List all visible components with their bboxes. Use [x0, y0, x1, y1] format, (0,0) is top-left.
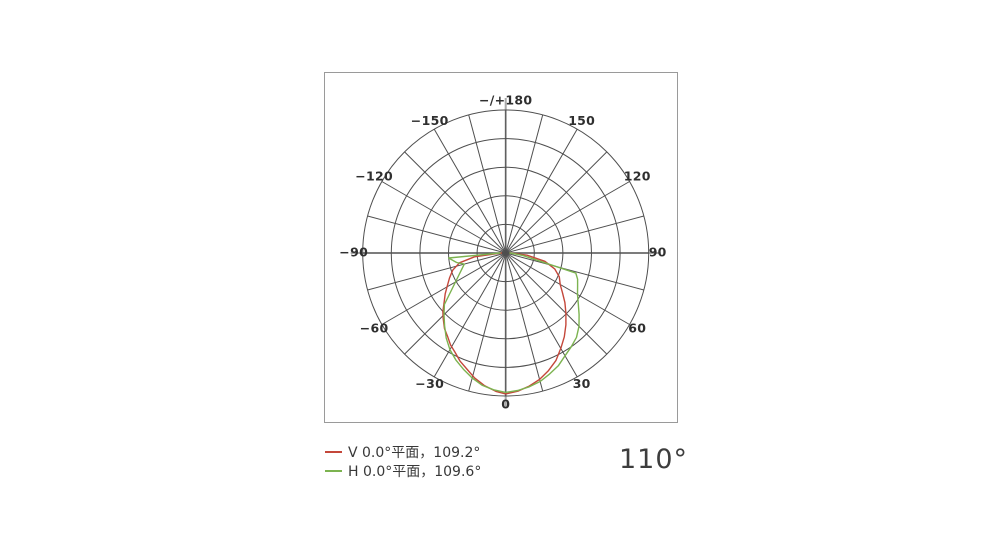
grid-spoke [505, 252, 544, 392]
angle-label--30: −30 [415, 376, 444, 391]
grid-spoke [367, 215, 506, 254]
grid-spoke [505, 252, 608, 355]
grid-spoke [505, 114, 544, 254]
grid-spoke [404, 151, 507, 254]
angle-label-150: 150 [568, 113, 595, 128]
grid-spoke [468, 252, 507, 392]
angle-label-120: 120 [624, 169, 651, 184]
legend: V 0.0°平面，109.2° H 0.0°平面，109.6° [325, 442, 481, 480]
grid-spoke [468, 114, 507, 254]
angle-label-0: 0 [501, 397, 510, 412]
angle-label--90: −90 [339, 245, 368, 260]
grid-spoke [505, 181, 630, 254]
grid-spoke [505, 252, 644, 291]
legend-swatch-v-plane [325, 450, 342, 453]
grid-spoke [505, 151, 608, 254]
legend-swatch-h-plane [325, 469, 342, 472]
angle-label-180: −/+180 [479, 93, 532, 108]
legend-item-h-plane: H 0.0°平面，109.6° [325, 461, 481, 480]
angle-label--120: −120 [355, 169, 393, 184]
angle-label--150: −150 [411, 113, 449, 128]
angle-label--60: −60 [360, 321, 389, 336]
angle-label-90: 90 [649, 245, 667, 260]
grid-spoke [433, 252, 507, 378]
polar-chart-panel: −/+180 150 120 90 60 30 0 −30 −60 −90 −120 −150 [324, 72, 678, 423]
grid-spoke [505, 128, 578, 254]
curve-v-plane [442, 252, 567, 395]
grid-spoke [404, 252, 507, 355]
grid-spoke [433, 128, 507, 254]
grid-spoke [381, 181, 506, 254]
polar-spokes [362, 110, 649, 396]
polar-chart: −/+180 150 120 90 60 30 0 −30 −60 −90 −120 −150 [339, 93, 666, 412]
legend-item-v-plane: V 0.0°平面，109.2° [325, 442, 481, 461]
grid-spoke [381, 252, 506, 325]
legend-label-h-plane: H 0.0°平面，109.6° [348, 463, 482, 480]
angle-label-60: 60 [628, 321, 646, 336]
legend-label-v-plane: V 0.0°平面，109.2° [348, 444, 481, 461]
grid-spoke [505, 215, 644, 254]
beam-angle-value: 110° [619, 444, 689, 475]
grid-spoke [367, 252, 506, 291]
grid-spoke [505, 252, 630, 325]
curve-h-plane [443, 252, 580, 394]
angle-labels: −/+180 150 120 90 60 30 0 −30 −60 −90 −120 −150 [339, 93, 666, 412]
angle-label-30: 30 [573, 376, 591, 391]
